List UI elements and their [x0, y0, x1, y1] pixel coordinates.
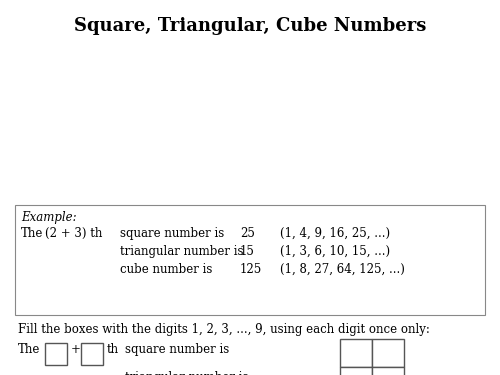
- Bar: [372, 367, 404, 375]
- Text: triangular number is: triangular number is: [120, 245, 244, 258]
- Text: square number is: square number is: [120, 227, 224, 240]
- Bar: [340, 367, 372, 375]
- Text: Square, Triangular, Cube Numbers: Square, Triangular, Cube Numbers: [74, 17, 426, 35]
- Text: 125: 125: [240, 263, 262, 276]
- Bar: [340, 339, 372, 367]
- Text: triangular number is: triangular number is: [125, 371, 248, 375]
- Text: +: +: [71, 343, 81, 356]
- Text: square number is: square number is: [125, 343, 229, 356]
- Text: 15: 15: [240, 245, 255, 258]
- Text: Example:: Example:: [21, 211, 76, 224]
- Text: The: The: [21, 227, 44, 240]
- Text: (2 + 3) th: (2 + 3) th: [45, 227, 102, 240]
- Text: cube number is: cube number is: [120, 263, 212, 276]
- Text: The: The: [18, 343, 40, 356]
- Text: (1, 3, 6, 10, 15, ...): (1, 3, 6, 10, 15, ...): [280, 245, 390, 258]
- Text: Fill the boxes with the digits 1, 2, 3, ..., 9, using each digit once only:: Fill the boxes with the digits 1, 2, 3, …: [18, 323, 430, 336]
- Text: (1, 8, 27, 64, 125, ...): (1, 8, 27, 64, 125, ...): [280, 263, 405, 276]
- Bar: [81, 343, 103, 365]
- Text: th: th: [107, 343, 119, 356]
- Text: 25: 25: [240, 227, 255, 240]
- Bar: [45, 343, 67, 365]
- Text: (1, 4, 9, 16, 25, ...): (1, 4, 9, 16, 25, ...): [280, 227, 390, 240]
- Bar: [372, 339, 404, 367]
- Bar: [15, 205, 485, 315]
